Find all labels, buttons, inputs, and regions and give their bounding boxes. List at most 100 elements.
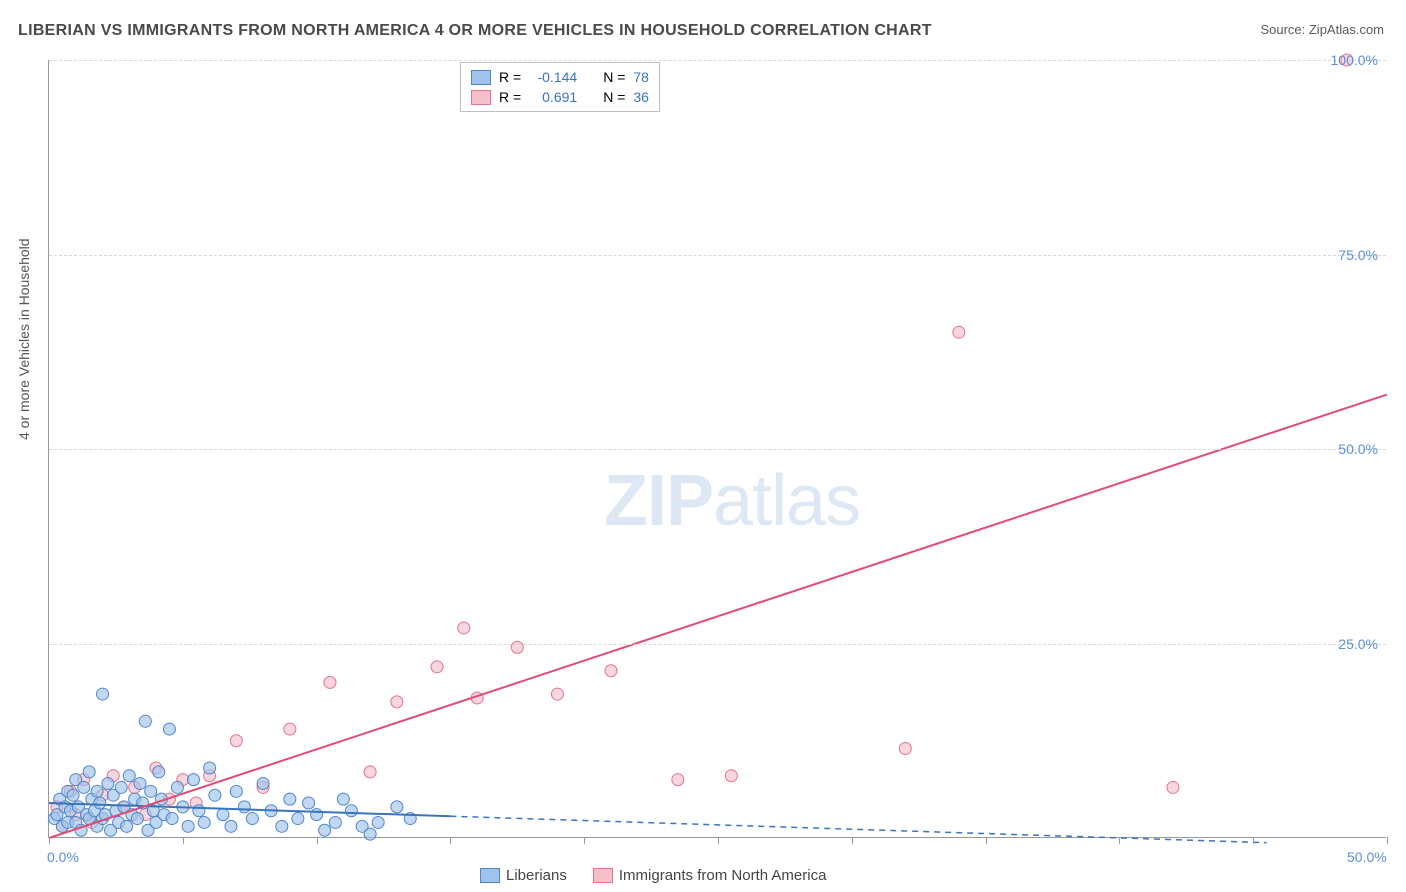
liberians-point — [188, 774, 200, 786]
liberians-point — [276, 820, 288, 832]
liberians-point — [345, 805, 357, 817]
liberians-point — [238, 801, 250, 813]
grid-line — [49, 449, 1386, 450]
liberians-point — [134, 778, 146, 790]
liberians-point — [83, 766, 95, 778]
liberians-point — [67, 789, 79, 801]
y-axis-label: 4 or more Vehicles in Household — [16, 238, 32, 440]
liberians-point — [163, 723, 175, 735]
liberians-point — [115, 781, 127, 793]
liberians-trend-dashed — [450, 816, 1266, 842]
immigrants-point — [605, 665, 617, 677]
x-tick — [718, 837, 719, 844]
r-value-liberians: -0.144 — [529, 69, 577, 85]
liberians-point — [153, 766, 165, 778]
liberians-point — [284, 793, 296, 805]
liberians-point — [145, 785, 157, 797]
liberians-point — [91, 785, 103, 797]
immigrants-point — [953, 326, 965, 338]
liberians-point — [329, 816, 341, 828]
x-tick — [450, 837, 451, 844]
n-value-immigrants: 36 — [633, 89, 649, 105]
legend-stats: R = -0.144 N = 78 R = 0.691 N = 36 — [460, 62, 660, 112]
liberians-point — [372, 816, 384, 828]
liberians-point — [303, 797, 315, 809]
legend-stats-row-liberians: R = -0.144 N = 78 — [471, 67, 649, 87]
liberians-point — [391, 801, 403, 813]
x-tick — [49, 837, 50, 844]
x-tick — [183, 837, 184, 844]
liberians-point — [230, 785, 242, 797]
chart-area: ZIPatlas 25.0%50.0%75.0%100.0%0.0%50.0% — [48, 60, 1386, 838]
liberians-point — [311, 809, 323, 821]
x-tick — [1253, 837, 1254, 844]
liberians-point — [225, 820, 237, 832]
x-tick — [1119, 837, 1120, 844]
immigrants-point — [284, 723, 296, 735]
r-label: R = — [499, 69, 521, 85]
immigrants-point — [899, 743, 911, 755]
liberians-point — [182, 820, 194, 832]
liberians-point — [198, 816, 210, 828]
grid-line — [49, 644, 1386, 645]
x-tick — [986, 837, 987, 844]
liberians-point — [204, 762, 216, 774]
immigrants-point — [230, 735, 242, 747]
liberians-point — [131, 813, 143, 825]
source-label: Source: ZipAtlas.com — [1260, 22, 1384, 37]
liberians-point — [209, 789, 221, 801]
immigrants-point — [1167, 781, 1179, 793]
immigrants-point — [324, 676, 336, 688]
liberians-point — [102, 778, 114, 790]
r-label: R = — [499, 89, 521, 105]
legend-item-liberians: Liberians — [480, 867, 567, 884]
immigrants-trend — [49, 395, 1387, 838]
chart-title: LIBERIAN VS IMMIGRANTS FROM NORTH AMERIC… — [18, 22, 932, 40]
immigrants-point — [431, 661, 443, 673]
r-value-immigrants: 0.691 — [529, 89, 577, 105]
legend-label-liberians: Liberians — [506, 867, 567, 884]
immigrants-point — [725, 770, 737, 782]
grid-line — [49, 60, 1386, 61]
x-tick-label: 50.0% — [1347, 849, 1387, 865]
liberians-point — [217, 809, 229, 821]
grid-line — [49, 255, 1386, 256]
n-label: N = — [603, 89, 625, 105]
swatch-liberians — [471, 70, 491, 85]
liberians-point — [121, 820, 133, 832]
y-tick-label: 100.0% — [1331, 52, 1378, 68]
x-tick — [317, 837, 318, 844]
n-label: N = — [603, 69, 625, 85]
liberians-point — [364, 828, 376, 840]
swatch-liberians-2 — [480, 868, 500, 883]
liberians-point — [319, 824, 331, 836]
immigrants-point — [364, 766, 376, 778]
x-tick — [852, 837, 853, 844]
liberians-point — [78, 781, 90, 793]
liberians-point — [246, 813, 258, 825]
immigrants-point — [551, 688, 563, 700]
legend-item-immigrants: Immigrants from North America — [593, 867, 827, 884]
legend-stats-row-immigrants: R = 0.691 N = 36 — [471, 87, 649, 107]
immigrants-point — [458, 622, 470, 634]
x-tick-label: 0.0% — [47, 849, 79, 865]
x-tick — [584, 837, 585, 844]
liberians-point — [257, 778, 269, 790]
legend-series: Liberians Immigrants from North America — [480, 867, 844, 884]
immigrants-point — [672, 774, 684, 786]
x-tick — [1387, 837, 1388, 844]
liberians-point — [292, 813, 304, 825]
swatch-immigrants — [471, 90, 491, 105]
liberians-point — [97, 688, 109, 700]
liberians-point — [166, 813, 178, 825]
liberians-point — [123, 770, 135, 782]
liberians-point — [171, 781, 183, 793]
legend-label-immigrants: Immigrants from North America — [619, 867, 827, 884]
liberians-point — [193, 805, 205, 817]
liberians-point — [337, 793, 349, 805]
immigrants-point — [391, 696, 403, 708]
swatch-immigrants-2 — [593, 868, 613, 883]
y-tick-label: 75.0% — [1338, 247, 1378, 263]
n-value-liberians: 78 — [633, 69, 649, 85]
liberians-point — [139, 715, 151, 727]
